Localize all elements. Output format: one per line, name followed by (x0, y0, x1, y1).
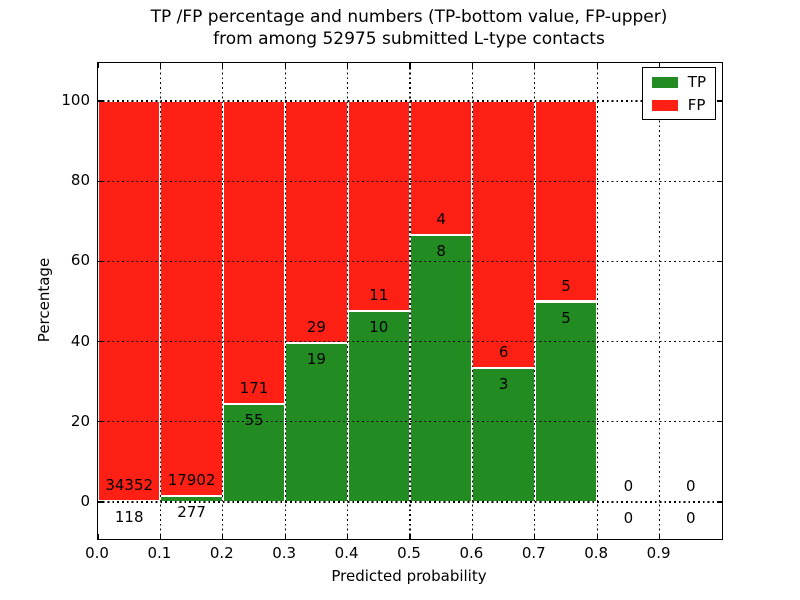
y-axis-label: Percentage (35, 257, 53, 343)
x-tick-label: 0.6 (459, 544, 484, 562)
tp-bar-segment (160, 495, 223, 502)
plot-area: TP FP 34352 118 17902 277 171 55 29 19 11 10 4 8 6 3 5… (97, 62, 723, 540)
x-tick-label: 0.1 (147, 544, 172, 562)
y-tick-label: 60 (70, 251, 90, 270)
fp-bar-segment (160, 101, 223, 496)
tp-count-label: 118 (114, 507, 144, 526)
fp-count-label: 0 (623, 476, 634, 495)
y-tick-mark-right (717, 340, 722, 343)
tp-bar-segment (98, 500, 161, 503)
tp-bar-segment (534, 301, 598, 502)
tp-count-label: 0 (686, 508, 696, 527)
x-tick-label: 0.4 (334, 544, 359, 562)
tp-count-label: 277 (177, 502, 206, 521)
fp-bar-segment (410, 101, 473, 235)
x-tick-mark-top (346, 63, 349, 68)
x-tick-label: 0.9 (646, 544, 671, 562)
x-tick-mark-top (159, 63, 162, 68)
tp-bar-segment (472, 368, 535, 502)
x-tick-label: 0.7 (521, 544, 546, 562)
x-tick-mark (596, 534, 598, 539)
x-tick-mark-top (222, 63, 224, 68)
tp-legend-label: TP (687, 73, 706, 91)
x-tick-mark (534, 534, 536, 539)
y-tick-mark (98, 501, 103, 503)
chart-title-line1: TP /FP percentage and numbers (TP-bottom… (150, 7, 668, 27)
tp-bar-segment (347, 311, 410, 502)
y-tick-mark-right (717, 260, 722, 263)
x-tick-mark (471, 534, 474, 539)
x-tick-label: 0.8 (584, 544, 609, 562)
x-tick-mark-top (596, 63, 598, 68)
y-tick-mark (98, 180, 103, 182)
y-tick-label: 0 (80, 491, 90, 510)
x-tick-label: 0.3 (272, 544, 297, 562)
x-tick-label: 0.2 (209, 544, 234, 562)
x-tick-mark (658, 534, 661, 539)
x-tick-mark (409, 534, 411, 539)
x-tick-label: 0.0 (85, 544, 109, 562)
fp-bar-segment (285, 101, 348, 344)
fp-bar-segment (222, 101, 286, 405)
y-tick-mark-right (717, 100, 722, 102)
x-tick-mark (222, 534, 224, 539)
x-tick-mark (159, 534, 162, 539)
fp-legend-label: FP (687, 96, 706, 114)
legend: TP FP (641, 67, 716, 120)
x-tick-mark (97, 534, 99, 539)
legend-item-fp: FP (651, 96, 706, 114)
tp-bar-segment (222, 404, 286, 502)
fp-bar-segment (347, 101, 410, 312)
fp-bar-segment (472, 101, 535, 369)
tp-legend-swatch (651, 77, 678, 88)
x-tick-label: 0.5 (397, 544, 421, 562)
x-axis-label: Predicted probability (331, 567, 487, 585)
y-tick-label: 40 (70, 331, 90, 350)
y-tick-label: 20 (70, 411, 90, 430)
y-tick-mark (98, 340, 103, 343)
legend-item-tp: TP (651, 73, 706, 91)
x-tick-mark (346, 534, 349, 539)
tp-count-label: 0 (623, 508, 634, 527)
tp-bar-segment (285, 343, 348, 502)
y-tick-mark (98, 421, 103, 423)
y-tick-mark (98, 100, 103, 102)
tp-bar-segment (410, 234, 473, 502)
fp-bar-segment (534, 101, 598, 302)
y-tick-label: 100 (61, 91, 90, 110)
y-tick-mark (98, 260, 103, 263)
fp-bar-segment (98, 101, 161, 501)
chart-title-line2: from among 52975 submitted L-type contac… (213, 29, 605, 49)
vertical-gridline (658, 63, 661, 539)
y-tick-mark-right (717, 180, 722, 182)
x-tick-mark-top (471, 63, 474, 68)
x-tick-mark-top (534, 63, 536, 68)
x-tick-mark-top (409, 63, 411, 68)
y-tick-mark-right (717, 421, 722, 423)
fp-legend-swatch (651, 100, 678, 111)
chart-title: TP /FP percentage and numbers (TP-bottom… (97, 6, 721, 50)
x-tick-mark (284, 534, 286, 539)
y-tick-mark-right (717, 501, 722, 503)
fp-count-label: 0 (686, 476, 696, 495)
x-tick-mark-top (97, 63, 99, 68)
x-tick-mark-top (284, 63, 286, 68)
y-tick-label: 80 (70, 171, 90, 190)
